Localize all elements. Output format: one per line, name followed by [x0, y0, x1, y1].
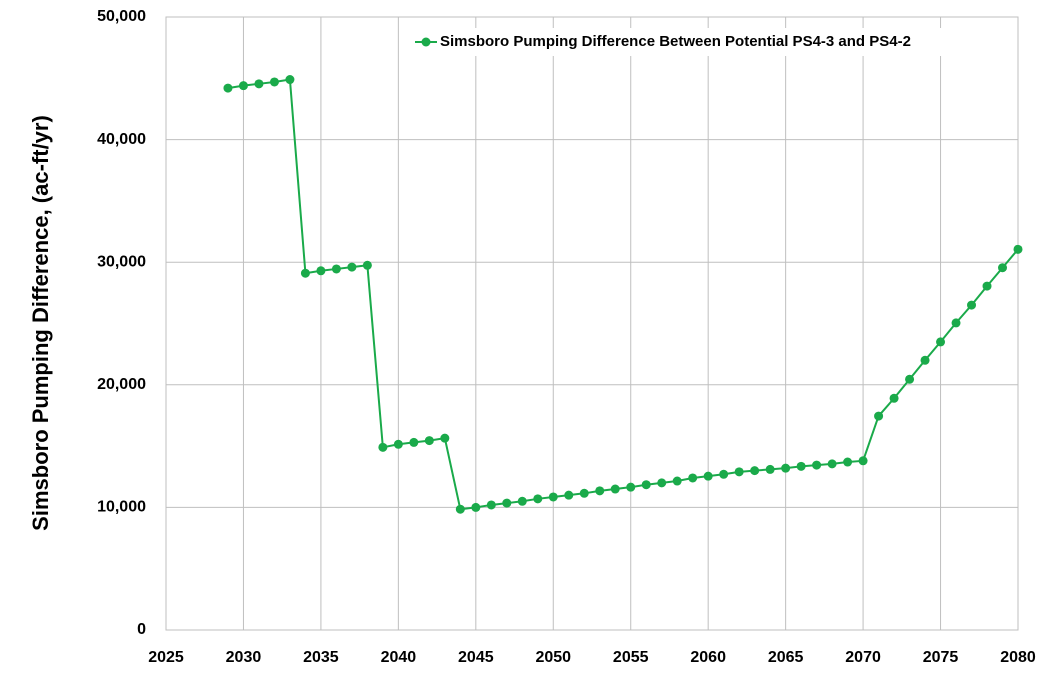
- x-tick-label: 2065: [768, 649, 804, 666]
- x-tick-label: 2070: [845, 649, 881, 666]
- data-point: [688, 473, 698, 483]
- data-point: [502, 498, 512, 508]
- y-tick-label: 20,000: [97, 376, 146, 393]
- x-tick-label: 2035: [303, 649, 339, 666]
- data-point: [517, 496, 527, 506]
- data-point: [750, 466, 760, 476]
- data-point: [269, 77, 279, 87]
- data-point: [657, 478, 667, 488]
- data-point: [734, 467, 744, 477]
- data-point: [920, 355, 930, 365]
- x-tick-label: 2030: [226, 649, 262, 666]
- y-tick-label: 50,000: [97, 8, 146, 25]
- y-tick-label: 0: [137, 621, 146, 638]
- plot-border: [165, 16, 1019, 631]
- data-point: [347, 262, 357, 272]
- data-point: [316, 266, 326, 276]
- data-point: [796, 461, 806, 471]
- data-point: [719, 469, 729, 479]
- data-point: [765, 464, 775, 474]
- x-tick-label: 2060: [690, 649, 726, 666]
- x-tick-label: 2040: [381, 649, 417, 666]
- data-point: [285, 75, 295, 85]
- data-point: [672, 476, 682, 486]
- data-point: [595, 486, 605, 496]
- data-point: [331, 264, 341, 274]
- data-point: [641, 480, 651, 490]
- data-point: [223, 83, 233, 93]
- data-point: [626, 482, 636, 492]
- x-tick-label: 2075: [923, 649, 959, 666]
- data-point: [533, 494, 543, 504]
- data-point: [936, 337, 946, 347]
- data-point: [564, 490, 574, 500]
- data-point: [300, 268, 310, 278]
- data-point: [998, 263, 1008, 273]
- data-point: [579, 488, 589, 498]
- data-point: [238, 81, 248, 91]
- data-point: [548, 492, 558, 502]
- data-point: [610, 484, 620, 494]
- data-point: [424, 436, 434, 446]
- data-point: [1013, 244, 1023, 254]
- y-tick-label: 10,000: [97, 499, 146, 516]
- data-point: [827, 459, 837, 469]
- legend-box: [410, 28, 985, 56]
- x-tick-label: 2055: [613, 649, 649, 666]
- y-tick-label: 30,000: [97, 253, 146, 270]
- x-tick-label: 2050: [535, 649, 571, 666]
- data-point: [843, 457, 853, 467]
- x-tick-label: 2080: [1000, 649, 1036, 666]
- legend-marker: [421, 37, 431, 47]
- data-point: [967, 300, 977, 310]
- data-point: [982, 281, 992, 291]
- legend-label: Simsboro Pumping Difference Between Pote…: [440, 33, 911, 50]
- data-point: [905, 374, 915, 384]
- data-point: [440, 433, 450, 443]
- series-line: [227, 78, 1019, 511]
- data-point: [486, 500, 496, 510]
- data-point: [362, 260, 372, 270]
- y-axis-label: Simsboro Pumping Difference, (ac-ft/yr): [28, 115, 53, 531]
- data-point: [812, 460, 822, 470]
- y-tick-label: 40,000: [97, 131, 146, 148]
- data-point: [703, 471, 713, 481]
- data-point: [471, 502, 481, 512]
- data-point: [378, 442, 388, 452]
- x-tick-label: 2045: [458, 649, 494, 666]
- x-tick-label: 2025: [148, 649, 184, 666]
- data-point: [455, 504, 465, 514]
- data-point: [874, 411, 884, 421]
- data-point: [889, 393, 899, 403]
- data-point: [409, 437, 419, 447]
- data-point: [951, 318, 961, 328]
- data-point: [254, 79, 264, 89]
- data-point: [781, 463, 791, 473]
- data-point: [393, 439, 403, 449]
- data-point: [858, 456, 868, 466]
